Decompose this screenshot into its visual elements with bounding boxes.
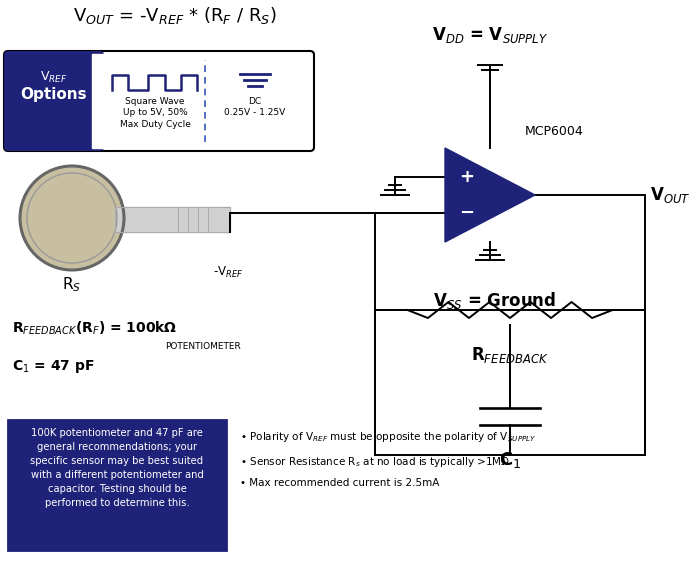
- Bar: [8, 420, 226, 550]
- Text: C$_1$: C$_1$: [499, 450, 521, 470]
- Text: V$_{REF}$: V$_{REF}$: [40, 70, 68, 85]
- Text: R$_{FEEDBACK}$(R$_F$) = 100kΩ: R$_{FEEDBACK}$(R$_F$) = 100kΩ: [12, 320, 177, 337]
- Text: Options: Options: [21, 87, 87, 102]
- Text: −: −: [459, 204, 475, 222]
- FancyBboxPatch shape: [4, 51, 104, 151]
- Text: POTENTIOMETER: POTENTIOMETER: [165, 342, 240, 351]
- Text: • Max recommended current is 2.5mA: • Max recommended current is 2.5mA: [240, 478, 439, 488]
- FancyBboxPatch shape: [4, 51, 314, 151]
- Text: V$_{SS}$ = Ground: V$_{SS}$ = Ground: [434, 290, 557, 311]
- Polygon shape: [445, 148, 535, 242]
- Text: Square Wave
Up to 5V, 50%
Max Duty Cycle: Square Wave Up to 5V, 50% Max Duty Cycle: [120, 97, 190, 129]
- Bar: [92, 54, 104, 148]
- Text: V$_{OUT}$: V$_{OUT}$: [650, 185, 691, 205]
- Text: • Sensor Resistance R$_s$ at no load is typically >1MΩ: • Sensor Resistance R$_s$ at no load is …: [240, 455, 510, 469]
- Text: R$_S$: R$_S$: [63, 275, 82, 293]
- Text: • Polarity of V$_{REF}$ must be opposite the polarity of V$_{SUPPLY}$: • Polarity of V$_{REF}$ must be opposite…: [240, 430, 537, 444]
- Bar: [115, 207, 230, 232]
- Bar: [115, 207, 230, 232]
- Text: +: +: [459, 168, 475, 186]
- Text: C$_1$ = 47 pF: C$_1$ = 47 pF: [12, 358, 95, 375]
- Text: 100K potentiometer and 47 pF are
general recommendations; your
specific sensor m: 100K potentiometer and 47 pF are general…: [31, 428, 204, 508]
- Circle shape: [20, 166, 124, 270]
- Text: MCP6004: MCP6004: [525, 125, 584, 138]
- Text: DC
0.25V - 1.25V: DC 0.25V - 1.25V: [224, 97, 286, 117]
- Text: -V$_{REF}$: -V$_{REF}$: [213, 265, 243, 280]
- Text: R$_{FEEDBACK}$: R$_{FEEDBACK}$: [471, 345, 549, 365]
- Text: V$_{OUT}$ = -V$_{REF}$ * (R$_F$ / R$_S$): V$_{OUT}$ = -V$_{REF}$ * (R$_F$ / R$_S$): [73, 5, 277, 26]
- Text: V$_{DD}$ = V$_{SUPPLY}$: V$_{DD}$ = V$_{SUPPLY}$: [432, 25, 548, 45]
- Bar: [8, 420, 226, 550]
